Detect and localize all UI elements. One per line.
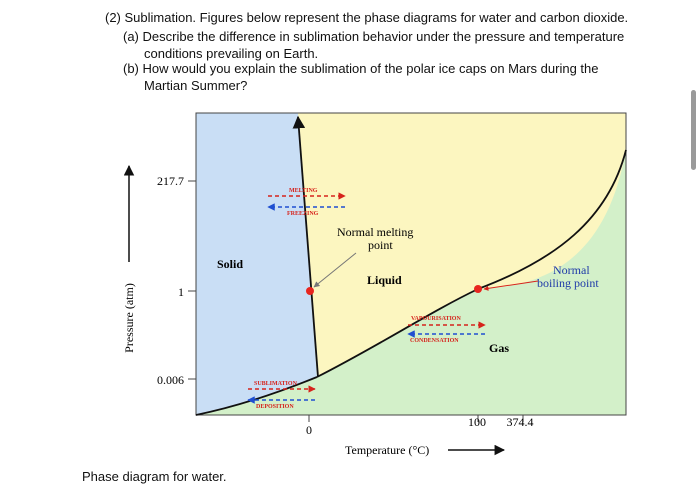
solid-region <box>196 113 317 415</box>
normal-melting-pointer <box>313 252 357 288</box>
liquid-region <box>298 113 626 377</box>
deposition-label: DEPOSITION <box>256 404 294 410</box>
normal-melting-label-line1: Normal melting <box>337 225 413 239</box>
sublimation-curve <box>195 376 318 416</box>
scrollbar-thumb[interactable] <box>691 90 696 170</box>
normal-boiling-label-line2: boiling point <box>537 276 599 290</box>
question-part-b-line2: Martian Summer? <box>144 78 248 93</box>
melting-curve <box>292 115 319 378</box>
normal-boiling-label-line1: Normal <box>553 263 590 277</box>
y-tick-217: 217.7 <box>157 174 184 188</box>
question-part-a-line1: (a) Describe the difference in sublimati… <box>123 29 625 44</box>
y-tick-1: 1 <box>178 285 184 299</box>
question-title: (2) Sublimation. Figures below represent… <box>105 10 629 25</box>
normal-melting-label-line2: point <box>368 238 393 252</box>
y-tick-0006: 0.006 <box>157 373 184 387</box>
normal-boiling-point-marker <box>474 285 482 293</box>
question-part-a-line2: conditions prevailing on Earth. <box>144 46 319 61</box>
condensation-label: CONDENSATION <box>410 338 459 344</box>
liquid-label: Liquid <box>367 273 402 287</box>
gas-label: Gas <box>489 341 509 355</box>
x-tick-0: 0 <box>306 423 312 437</box>
normal-boiling-pointer <box>483 280 539 291</box>
sublimation-label: SUBLIMATION <box>254 381 298 387</box>
x-axis-label: Temperature (°C) <box>345 443 429 457</box>
freezing-label: FREEZING <box>287 211 319 217</box>
y-axis-label: Pressure (atm) <box>122 283 136 353</box>
question-part-b-line1: (b) How would you explain the sublimatio… <box>123 61 599 76</box>
normal-melting-point-marker <box>306 287 314 295</box>
x-tick-374: 374.4 <box>507 415 534 429</box>
plot-frame <box>195 112 627 416</box>
solid-label: Solid <box>217 257 243 271</box>
figure-caption: Phase diagram for water. <box>82 469 227 484</box>
vapourisation-label: VAPOURISATION <box>411 316 461 322</box>
question-part-b: (b) How would you explain the sublimatio… <box>123 60 643 94</box>
question-part-a: (a) Describe the difference in sublimati… <box>123 28 643 62</box>
melting-label: MELTING <box>289 188 318 194</box>
x-tick-100: 100 <box>468 415 486 429</box>
